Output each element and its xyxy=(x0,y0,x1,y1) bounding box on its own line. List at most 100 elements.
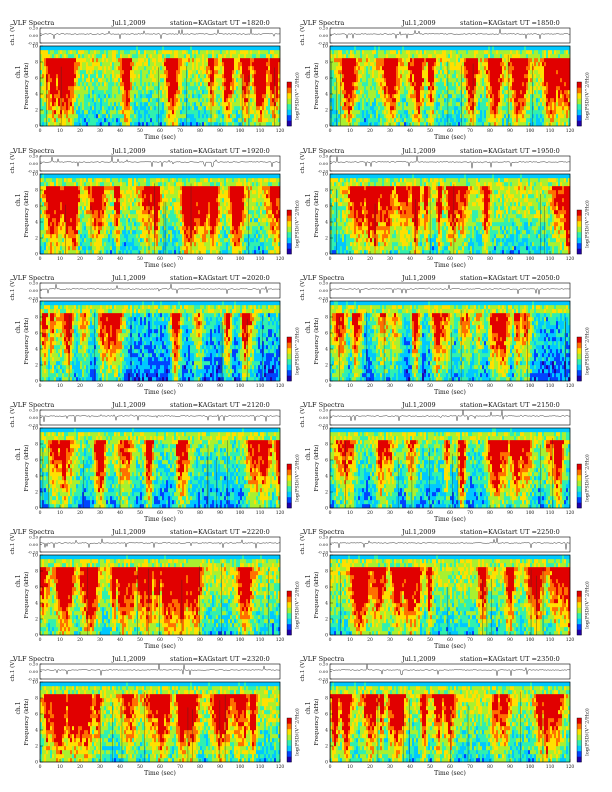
spectrogram-cell xyxy=(82,46,84,50)
spectrogram-cell xyxy=(132,118,134,122)
spectrogram-cell xyxy=(144,54,146,58)
spectrogram-cell xyxy=(174,106,176,110)
spectrogram-cell xyxy=(156,110,158,114)
spectrogram-cell xyxy=(172,78,174,82)
spectrogram-cell xyxy=(150,114,152,118)
spectrogram-cell xyxy=(100,66,102,70)
spectrogram-cell xyxy=(122,110,124,114)
spectrogram-cell xyxy=(102,90,104,94)
spectrogram-cell xyxy=(152,106,154,110)
spectrogram-cell xyxy=(172,90,174,94)
spectrogram-cell xyxy=(56,74,58,78)
spectrogram-cell xyxy=(130,90,132,94)
spectrogram-cell xyxy=(154,78,156,82)
spectrogram-cell xyxy=(106,90,108,94)
spectrogram-cell xyxy=(126,78,128,82)
spectrogram-cell xyxy=(80,78,82,82)
spectrogram-cell xyxy=(122,66,124,70)
spectrogram-cell xyxy=(74,70,76,74)
spectrogram-cell xyxy=(42,102,44,106)
spectrogram-cell xyxy=(122,78,124,82)
spectrogram-cell xyxy=(98,74,100,78)
spectrogram-cell xyxy=(78,114,80,118)
spectrogram-cell xyxy=(186,58,188,62)
spectrogram-cell xyxy=(64,122,66,126)
spectrogram-cell xyxy=(42,74,44,78)
spectrogram-cell xyxy=(94,94,96,98)
spectrogram-cell xyxy=(174,62,176,66)
spectrogram-cell xyxy=(62,118,64,122)
spectrogram-cell xyxy=(128,118,130,122)
spectrogram-cell xyxy=(98,102,100,106)
spectrogram-cell xyxy=(156,50,158,54)
spectrogram-cell xyxy=(152,58,154,62)
spectrogram-cell xyxy=(74,50,76,54)
spectrogram-cell xyxy=(164,82,166,86)
spectrogram-cell xyxy=(106,50,108,54)
spectrogram-cell xyxy=(144,82,146,86)
spectrogram-cell xyxy=(88,102,90,106)
spectrogram-cell xyxy=(124,74,126,78)
spectrogram-cell xyxy=(84,70,86,74)
spectrogram-cell xyxy=(94,78,96,82)
spectrogram-cell xyxy=(46,102,48,106)
spectrogram-cell xyxy=(112,98,114,102)
spectrogram-cell xyxy=(158,90,160,94)
spectrogram-cell xyxy=(84,66,86,70)
spectrogram-cell xyxy=(134,90,136,94)
spectrogram-cell xyxy=(100,70,102,74)
spectrogram-cell xyxy=(70,66,72,70)
spectrogram-cell xyxy=(44,46,46,50)
spectrogram-cell xyxy=(94,114,96,118)
spectrogram-cell xyxy=(144,110,146,114)
spectrogram-cell xyxy=(172,86,174,90)
spectrogram-cell xyxy=(150,62,152,66)
spectrogram-cell xyxy=(114,54,116,58)
spectrogram-cell xyxy=(86,66,88,70)
spectrogram-cell xyxy=(112,54,114,58)
spectrogram-cell xyxy=(178,82,180,86)
spectrogram-cell xyxy=(92,70,94,74)
spectrogram-cell xyxy=(146,58,148,62)
spectrogram-cell xyxy=(46,62,48,66)
spectrogram-cell xyxy=(162,114,164,118)
spectrogram-cell xyxy=(44,90,46,94)
spectrogram-cell xyxy=(88,118,90,122)
spectrogram-cell xyxy=(78,94,80,98)
spectrogram-cell xyxy=(124,114,126,118)
spectrogram-cell xyxy=(138,90,140,94)
spectrogram-cell xyxy=(102,74,104,78)
spectrogram-cell xyxy=(146,46,148,50)
spectrogram-cell xyxy=(126,70,128,74)
spectrogram-cell xyxy=(64,66,66,70)
spectrogram-cell xyxy=(106,122,108,126)
spectrogram-cell xyxy=(44,110,46,114)
spectrogram-cell xyxy=(54,82,56,86)
spectrogram-cell xyxy=(122,54,124,58)
spectrogram-cell xyxy=(106,82,108,86)
spectrogram-cell xyxy=(122,90,124,94)
spectrogram-cell xyxy=(180,90,182,94)
spectrogram-cell xyxy=(100,102,102,106)
spectrogram-cell xyxy=(160,70,162,74)
spectrogram-cell xyxy=(158,58,160,62)
spectrogram-cell xyxy=(124,98,126,102)
spectrogram-cell xyxy=(64,102,66,106)
spectrogram-cell xyxy=(72,94,74,98)
spectrogram-cell xyxy=(90,74,92,78)
spectrogram-cell xyxy=(78,118,80,122)
spectrogram-cell xyxy=(98,66,100,70)
spectrogram-cell xyxy=(174,114,176,118)
spectrogram-panel-row1-left: VLF Spectra Jul.1,2009 station=KAG start UT… xyxy=(9,19,301,141)
spectrogram-cell xyxy=(100,50,102,54)
spectrogram-cell xyxy=(168,90,170,94)
spectrogram-cell xyxy=(52,54,54,58)
spectrogram-cell xyxy=(174,122,176,126)
spectrogram-cell xyxy=(58,102,60,106)
spectrogram-cell xyxy=(142,98,144,102)
spectrogram-cell xyxy=(94,122,96,126)
spectrogram-cell xyxy=(86,74,88,78)
spectrogram-cell xyxy=(58,66,60,70)
spectrogram-cell xyxy=(42,94,44,98)
spectrogram-cell xyxy=(84,118,86,122)
